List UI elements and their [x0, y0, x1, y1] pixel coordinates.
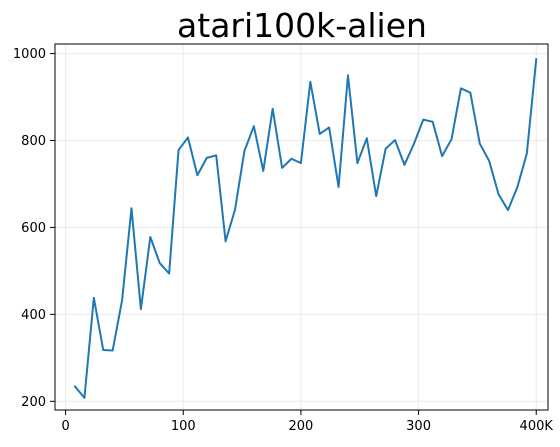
- y-tick-label: 400: [21, 308, 46, 323]
- series-line: [73, 58, 538, 399]
- series-layer: [73, 58, 538, 399]
- y-tick-label: 1000: [13, 47, 46, 62]
- tick-layer: 0 100 200 300 400K 200 400 600 800 1000: [13, 47, 553, 434]
- y-tick-label: 200: [21, 395, 46, 410]
- x-tick-label: 400K: [520, 419, 554, 434]
- y-tick-label: 800: [21, 134, 46, 149]
- x-tick-label: 200: [288, 419, 313, 434]
- x-tick-label: 300: [406, 419, 431, 434]
- x-tick-label: 100: [171, 419, 196, 434]
- x-tick-label: 0: [61, 419, 69, 434]
- grid-layer: [55, 44, 548, 410]
- y-tick-label: 600: [21, 221, 46, 236]
- chart-title: atari100k-alien: [177, 6, 427, 45]
